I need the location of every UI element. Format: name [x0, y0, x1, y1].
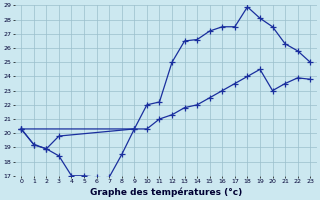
X-axis label: Graphe des températures (°c): Graphe des températures (°c) [90, 187, 242, 197]
